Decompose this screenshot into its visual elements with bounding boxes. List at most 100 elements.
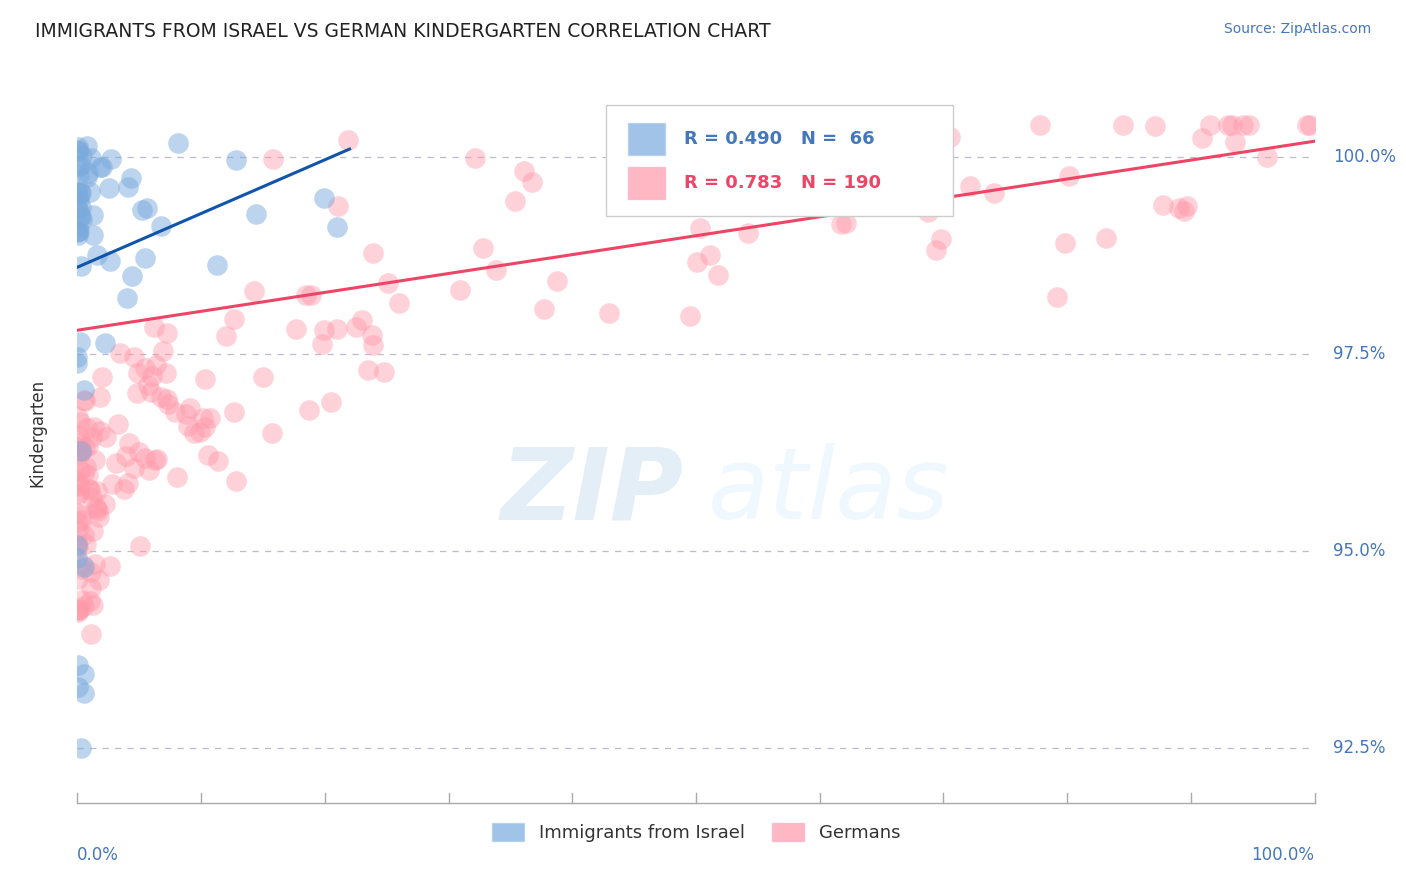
Point: [69, 478, 91, 492]
Text: Source: ZipAtlas.com: Source: ZipAtlas.com: [1223, 22, 1371, 37]
Point: [150, 390, 173, 404]
Point: [194, 372, 217, 386]
Point: [262, 425, 284, 440]
Point: [155, 366, 177, 380]
Point: [938, 130, 960, 145]
Point: [214, 329, 236, 343]
Point: [252, 369, 274, 384]
Text: Kindergarten: Kindergarten: [28, 378, 46, 487]
Point: [136, 201, 159, 215]
Text: 97.5%: 97.5%: [1333, 345, 1385, 363]
Point: [546, 274, 568, 288]
Point: [70, 508, 93, 522]
Point: [66, 474, 89, 488]
Point: [326, 199, 349, 213]
Point: [156, 397, 179, 411]
Point: [179, 401, 201, 415]
Point: [115, 291, 138, 305]
Point: [533, 302, 555, 317]
Point: [679, 310, 702, 324]
Point: [299, 288, 322, 302]
Text: 100.0%: 100.0%: [1333, 148, 1396, 166]
Point: [136, 378, 159, 392]
Point: [222, 312, 245, 326]
Point: [70, 434, 93, 449]
Point: [66, 356, 89, 370]
Point: [69, 334, 91, 349]
Point: [67, 658, 90, 673]
Point: [464, 151, 486, 165]
Point: [75, 537, 97, 551]
Point: [225, 153, 247, 168]
Point: [120, 170, 142, 185]
Point: [1095, 231, 1118, 245]
Point: [138, 463, 160, 477]
Point: [80, 626, 103, 640]
Point: [66, 410, 89, 425]
Point: [983, 186, 1005, 201]
Point: [134, 451, 156, 466]
Point: [1191, 131, 1213, 145]
Point: [163, 405, 186, 419]
Point: [83, 557, 105, 571]
Point: [66, 440, 89, 454]
Point: [66, 225, 89, 239]
FancyBboxPatch shape: [606, 104, 953, 217]
Point: [361, 327, 384, 342]
Point: [127, 367, 149, 381]
Point: [82, 598, 104, 612]
Point: [1256, 150, 1278, 164]
Point: [197, 448, 219, 462]
Point: [449, 283, 471, 297]
Point: [66, 605, 89, 619]
Point: [73, 666, 96, 681]
Text: R = 0.783   N = 190: R = 0.783 N = 190: [683, 174, 880, 192]
Point: [1029, 119, 1052, 133]
Point: [93, 335, 115, 350]
Point: [225, 475, 247, 489]
Point: [67, 488, 90, 502]
Point: [66, 427, 89, 442]
Point: [93, 497, 115, 511]
Point: [108, 346, 131, 360]
Point: [69, 415, 91, 429]
Point: [70, 212, 93, 227]
Point: [79, 185, 101, 199]
Point: [243, 285, 266, 299]
Point: [125, 385, 148, 400]
Point: [312, 191, 335, 205]
Point: [67, 573, 90, 587]
Point: [1173, 204, 1195, 219]
Point: [598, 306, 620, 320]
Point: [149, 219, 172, 233]
Point: [69, 463, 91, 477]
Point: [134, 360, 156, 375]
Point: [193, 411, 215, 425]
Point: [285, 321, 308, 335]
Point: [67, 219, 90, 234]
Point: [80, 565, 103, 579]
Point: [1053, 236, 1076, 251]
Point: [707, 268, 730, 283]
Point: [373, 365, 395, 379]
Point: [73, 527, 96, 541]
Point: [73, 394, 96, 409]
Point: [326, 322, 349, 336]
Point: [83, 419, 105, 434]
Point: [1218, 119, 1240, 133]
Point: [67, 224, 90, 238]
Point: [758, 173, 780, 187]
Point: [70, 442, 93, 457]
Point: [67, 486, 90, 500]
Point: [89, 573, 111, 587]
Point: [89, 510, 111, 524]
Point: [689, 221, 711, 235]
Point: [167, 136, 190, 150]
Point: [66, 189, 89, 203]
Point: [100, 153, 122, 167]
Point: [82, 208, 104, 222]
Point: [183, 425, 205, 440]
Point: [156, 392, 179, 406]
Bar: [628, 122, 665, 154]
Point: [770, 138, 793, 153]
